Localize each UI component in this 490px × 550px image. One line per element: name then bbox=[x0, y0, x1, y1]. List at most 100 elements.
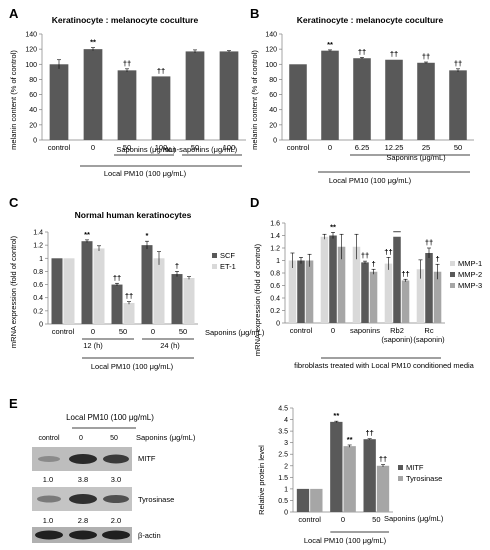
chart-d-bar bbox=[393, 236, 401, 323]
chart-d-bottom-label: fibroblasts treated with Local PM10 cond… bbox=[294, 361, 475, 370]
chart-e-ytick-label: 2 bbox=[284, 463, 288, 470]
chart-c-bottom-label: Local PM10 (100 μg/mL) bbox=[91, 362, 174, 371]
blot-row-mitf-name: MITF bbox=[138, 454, 156, 463]
chart-d-category-label: (saponin) bbox=[413, 335, 445, 344]
chart-d-bar bbox=[352, 246, 361, 323]
chart-e-bar bbox=[343, 446, 356, 512]
panel-label-e: E bbox=[9, 396, 18, 411]
chart-e-legend-swatch bbox=[398, 476, 403, 481]
chart-a-ytick-label: 60 bbox=[29, 92, 37, 99]
chart-e-legend-label: MITF bbox=[406, 463, 424, 472]
chart-d-bar bbox=[384, 263, 393, 323]
chart-c-ytick-label: 1.2 bbox=[33, 243, 43, 250]
chart-d-legend-label: MMP-1 bbox=[458, 259, 482, 268]
blot-band bbox=[103, 454, 129, 464]
chart-c-significance-label: †† bbox=[113, 273, 121, 282]
chart-e-ylabel: Relative protein level bbox=[257, 445, 266, 515]
chart-e-significance-label: ** bbox=[333, 411, 339, 420]
chart-d-ytick-label: 1.4 bbox=[270, 233, 280, 240]
chart-c-title: Normal human keratinocytes bbox=[75, 210, 192, 220]
chart-d-significance-label: †† bbox=[425, 238, 433, 247]
chart-e-ytick-label: 4.5 bbox=[278, 406, 288, 413]
chart-b-ytick-label: 20 bbox=[269, 122, 277, 129]
chart-c-ytick-label: 0 bbox=[39, 322, 43, 329]
chart-c-legend-swatch bbox=[212, 264, 217, 269]
chart-a-ylabel: melanin content (% of control) bbox=[9, 50, 18, 150]
chart-e-bottom-label: Local PM10 (100 μg/mL) bbox=[304, 536, 387, 545]
blot-tyr-val-50: 2.0 bbox=[111, 516, 121, 525]
chart-a-title: Keratinocyte : melanocyte coculture bbox=[52, 15, 199, 25]
chart-c-category-label: control bbox=[52, 327, 75, 336]
chart-c-bar bbox=[123, 302, 135, 324]
blot-band bbox=[103, 495, 129, 503]
chart-a-bar bbox=[185, 51, 205, 140]
chart-b-ytick-label: 60 bbox=[269, 92, 277, 99]
chart-b-category-label: control bbox=[287, 143, 310, 152]
chart-e-category-label: control bbox=[298, 515, 321, 524]
chart-c-category-label: 0 bbox=[91, 327, 95, 336]
chart-a-significance-label: †† bbox=[157, 66, 165, 75]
chart-a-category-label: control bbox=[48, 143, 71, 152]
chart-e-significance-label: ** bbox=[347, 435, 353, 444]
chart-e-side-label: Saponins (μg/mL) bbox=[384, 514, 444, 523]
chart-e-significance-label: †† bbox=[365, 429, 373, 438]
chart-a-bar bbox=[117, 70, 137, 140]
chart-d-ytick-label: 0.2 bbox=[270, 308, 280, 315]
chart-d-ytick-label: 0.6 bbox=[270, 283, 280, 290]
chart-c-legend-label: SCF bbox=[220, 251, 235, 260]
chart-e-ytick-label: 4 bbox=[284, 417, 288, 424]
chart-a-category-label: 0 bbox=[91, 143, 95, 152]
chart-e-ytick-label: 1 bbox=[284, 486, 288, 493]
chart-c-time-24h: 24 (h) bbox=[160, 341, 180, 350]
chart-e-ytick-label: 3 bbox=[284, 440, 288, 447]
blot-band bbox=[69, 494, 97, 504]
chart-c-bar bbox=[183, 278, 195, 324]
chart-b-significance-label: †† bbox=[454, 59, 462, 68]
chart-a-ytick-label: 0 bbox=[33, 138, 37, 145]
blot-header: Local PM10 (100 μg/mL) bbox=[66, 413, 154, 422]
chart-e-category-label: 0 bbox=[341, 515, 345, 524]
chart-a-bar bbox=[83, 49, 103, 141]
chart-a-significance-label: †† bbox=[123, 59, 131, 68]
chart-c-significance-label: †† bbox=[125, 292, 133, 301]
chart-a-category-label: 100 bbox=[223, 143, 236, 152]
blot-band bbox=[102, 530, 130, 540]
chart-c-ylabel: mRNA expression (fold of control) bbox=[9, 235, 18, 348]
chart-d-ytick-label: 1 bbox=[276, 258, 280, 265]
chart-b-ytick-label: 0 bbox=[273, 138, 277, 145]
chart-d-ylabel: mRNA expression (fold of control) bbox=[253, 243, 262, 356]
chart-c-significance-label: † bbox=[175, 261, 179, 270]
chart-d-legend-label: MMP-2 bbox=[458, 270, 482, 279]
blot-band bbox=[37, 495, 61, 503]
chart-c-category-label: 0 bbox=[151, 327, 155, 336]
chart-e-ytick-label: 1.5 bbox=[278, 475, 288, 482]
panel-label-b: B bbox=[250, 6, 259, 21]
blot-row-actin-name: β-actin bbox=[138, 531, 161, 540]
chart-d-bar bbox=[369, 271, 378, 323]
chart-d-significance-label: † bbox=[371, 259, 375, 268]
chart-d-significance-label: †† bbox=[384, 247, 392, 256]
chart-a-group-saponins: Saponins (μg/mL) bbox=[116, 145, 176, 154]
chart-e-bar bbox=[363, 439, 376, 512]
chart-c-ytick-label: 1.4 bbox=[33, 230, 43, 237]
chart-a-bar bbox=[219, 51, 239, 140]
chart-d-ytick-label: 0.4 bbox=[270, 296, 280, 303]
chart-c-side-label: Saponins (μg/mL) bbox=[205, 328, 265, 337]
chart-e-ytick-label: 3.5 bbox=[278, 429, 288, 436]
chart-d-bar bbox=[329, 235, 337, 323]
chart-d-category-label: (saponin) bbox=[381, 335, 413, 344]
chart-d-bar bbox=[288, 260, 297, 323]
chart-d-ytick-label: 1.2 bbox=[270, 246, 280, 253]
chart-d-bar bbox=[337, 246, 346, 323]
chart-e-category-label: 50 bbox=[372, 515, 380, 524]
chart-a-category-label: 50 bbox=[123, 143, 131, 152]
chart-b-category-label: 25 bbox=[422, 143, 430, 152]
chart-d-significance-label: †† bbox=[361, 251, 369, 260]
chart-b-bottom-label: Local PM10 (100 μg/mL) bbox=[329, 176, 412, 185]
blot-band bbox=[69, 454, 97, 464]
chart-b-significance-label: †† bbox=[422, 52, 430, 61]
chart-b-bar bbox=[417, 62, 435, 141]
chart-c-bar bbox=[51, 258, 63, 324]
chart-a-ytick-label: 40 bbox=[29, 107, 37, 114]
chart-c-legend-label: ET-1 bbox=[220, 262, 236, 271]
